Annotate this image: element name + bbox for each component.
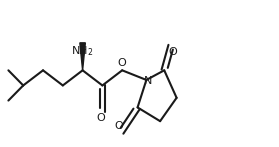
Text: O: O <box>118 58 127 68</box>
Text: N: N <box>144 76 152 86</box>
Text: O: O <box>97 113 105 123</box>
Polygon shape <box>80 43 85 70</box>
Text: O: O <box>114 121 123 131</box>
Text: NH$_2$: NH$_2$ <box>71 44 94 58</box>
Text: O: O <box>168 47 177 57</box>
